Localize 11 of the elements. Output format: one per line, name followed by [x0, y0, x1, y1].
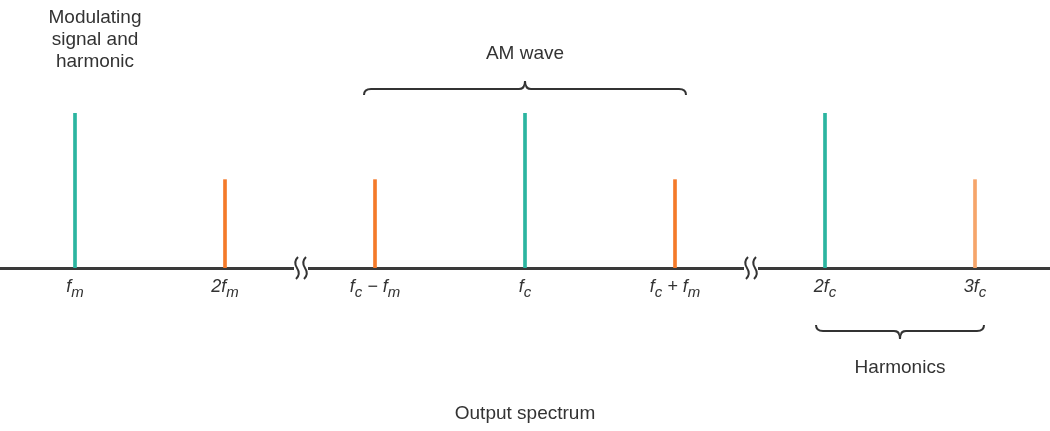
x-tick-label: 2f$_{c}$: [813, 276, 837, 300]
x-tick-label: 2f$_{m}$: [211, 276, 239, 300]
x-tick-label: 3f$_{c}$: [963, 276, 987, 300]
x-tick-label: f$_{m}$: [66, 276, 84, 300]
text: AM wave: [485, 42, 565, 64]
text: Modulating signal and harmonic: [47, 6, 143, 72]
x-tick-label: f$_{c}$ + f$_{m}$: [649, 276, 701, 300]
text: Harmonics: [854, 356, 946, 378]
x-tick-label: f$_{c}$ − f$_{m}$: [349, 276, 401, 300]
text: Output spectrum: [454, 402, 596, 424]
x-tick-label: f$_{c}$: [518, 276, 532, 300]
